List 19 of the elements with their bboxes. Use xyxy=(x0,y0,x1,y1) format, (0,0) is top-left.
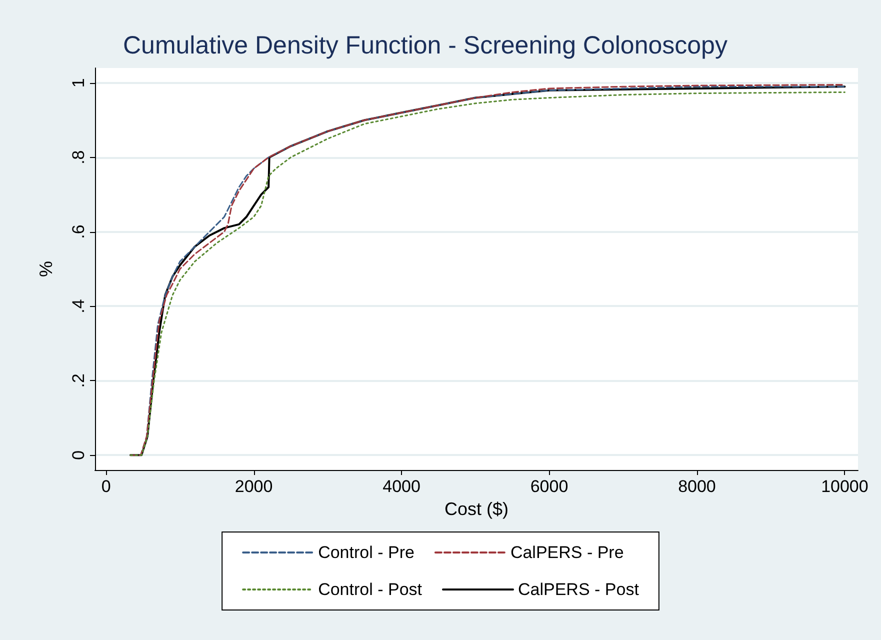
y-tick-label: .2 xyxy=(69,374,88,388)
x-tick-label: 6000 xyxy=(530,477,568,496)
legend-label: CalPERS - Pre xyxy=(510,543,624,562)
x-tick-label: 2000 xyxy=(234,477,273,496)
y-tick-label: 1 xyxy=(69,78,88,88)
y-tick-label: 0 xyxy=(69,450,88,460)
y-axis-title: % xyxy=(36,260,56,278)
x-tick-label: 10000 xyxy=(821,477,868,496)
y-tick-label: .4 xyxy=(69,299,88,314)
x-axis-title: Cost ($) xyxy=(444,498,509,519)
x-tick-label: 8000 xyxy=(678,477,716,496)
x-tick-label: 4000 xyxy=(382,477,420,496)
legend-label: Control - Pre xyxy=(318,543,414,562)
x-tick-label: 0 xyxy=(101,477,111,496)
legend-label: Control - Post xyxy=(318,580,422,599)
legend-label: CalPERS - Post xyxy=(518,580,640,599)
y-tick-label: .6 xyxy=(69,224,88,239)
chart-title: Cumulative Density Function - Screening Colonoscopy xyxy=(123,32,728,60)
y-tick-label: .8 xyxy=(69,150,88,164)
